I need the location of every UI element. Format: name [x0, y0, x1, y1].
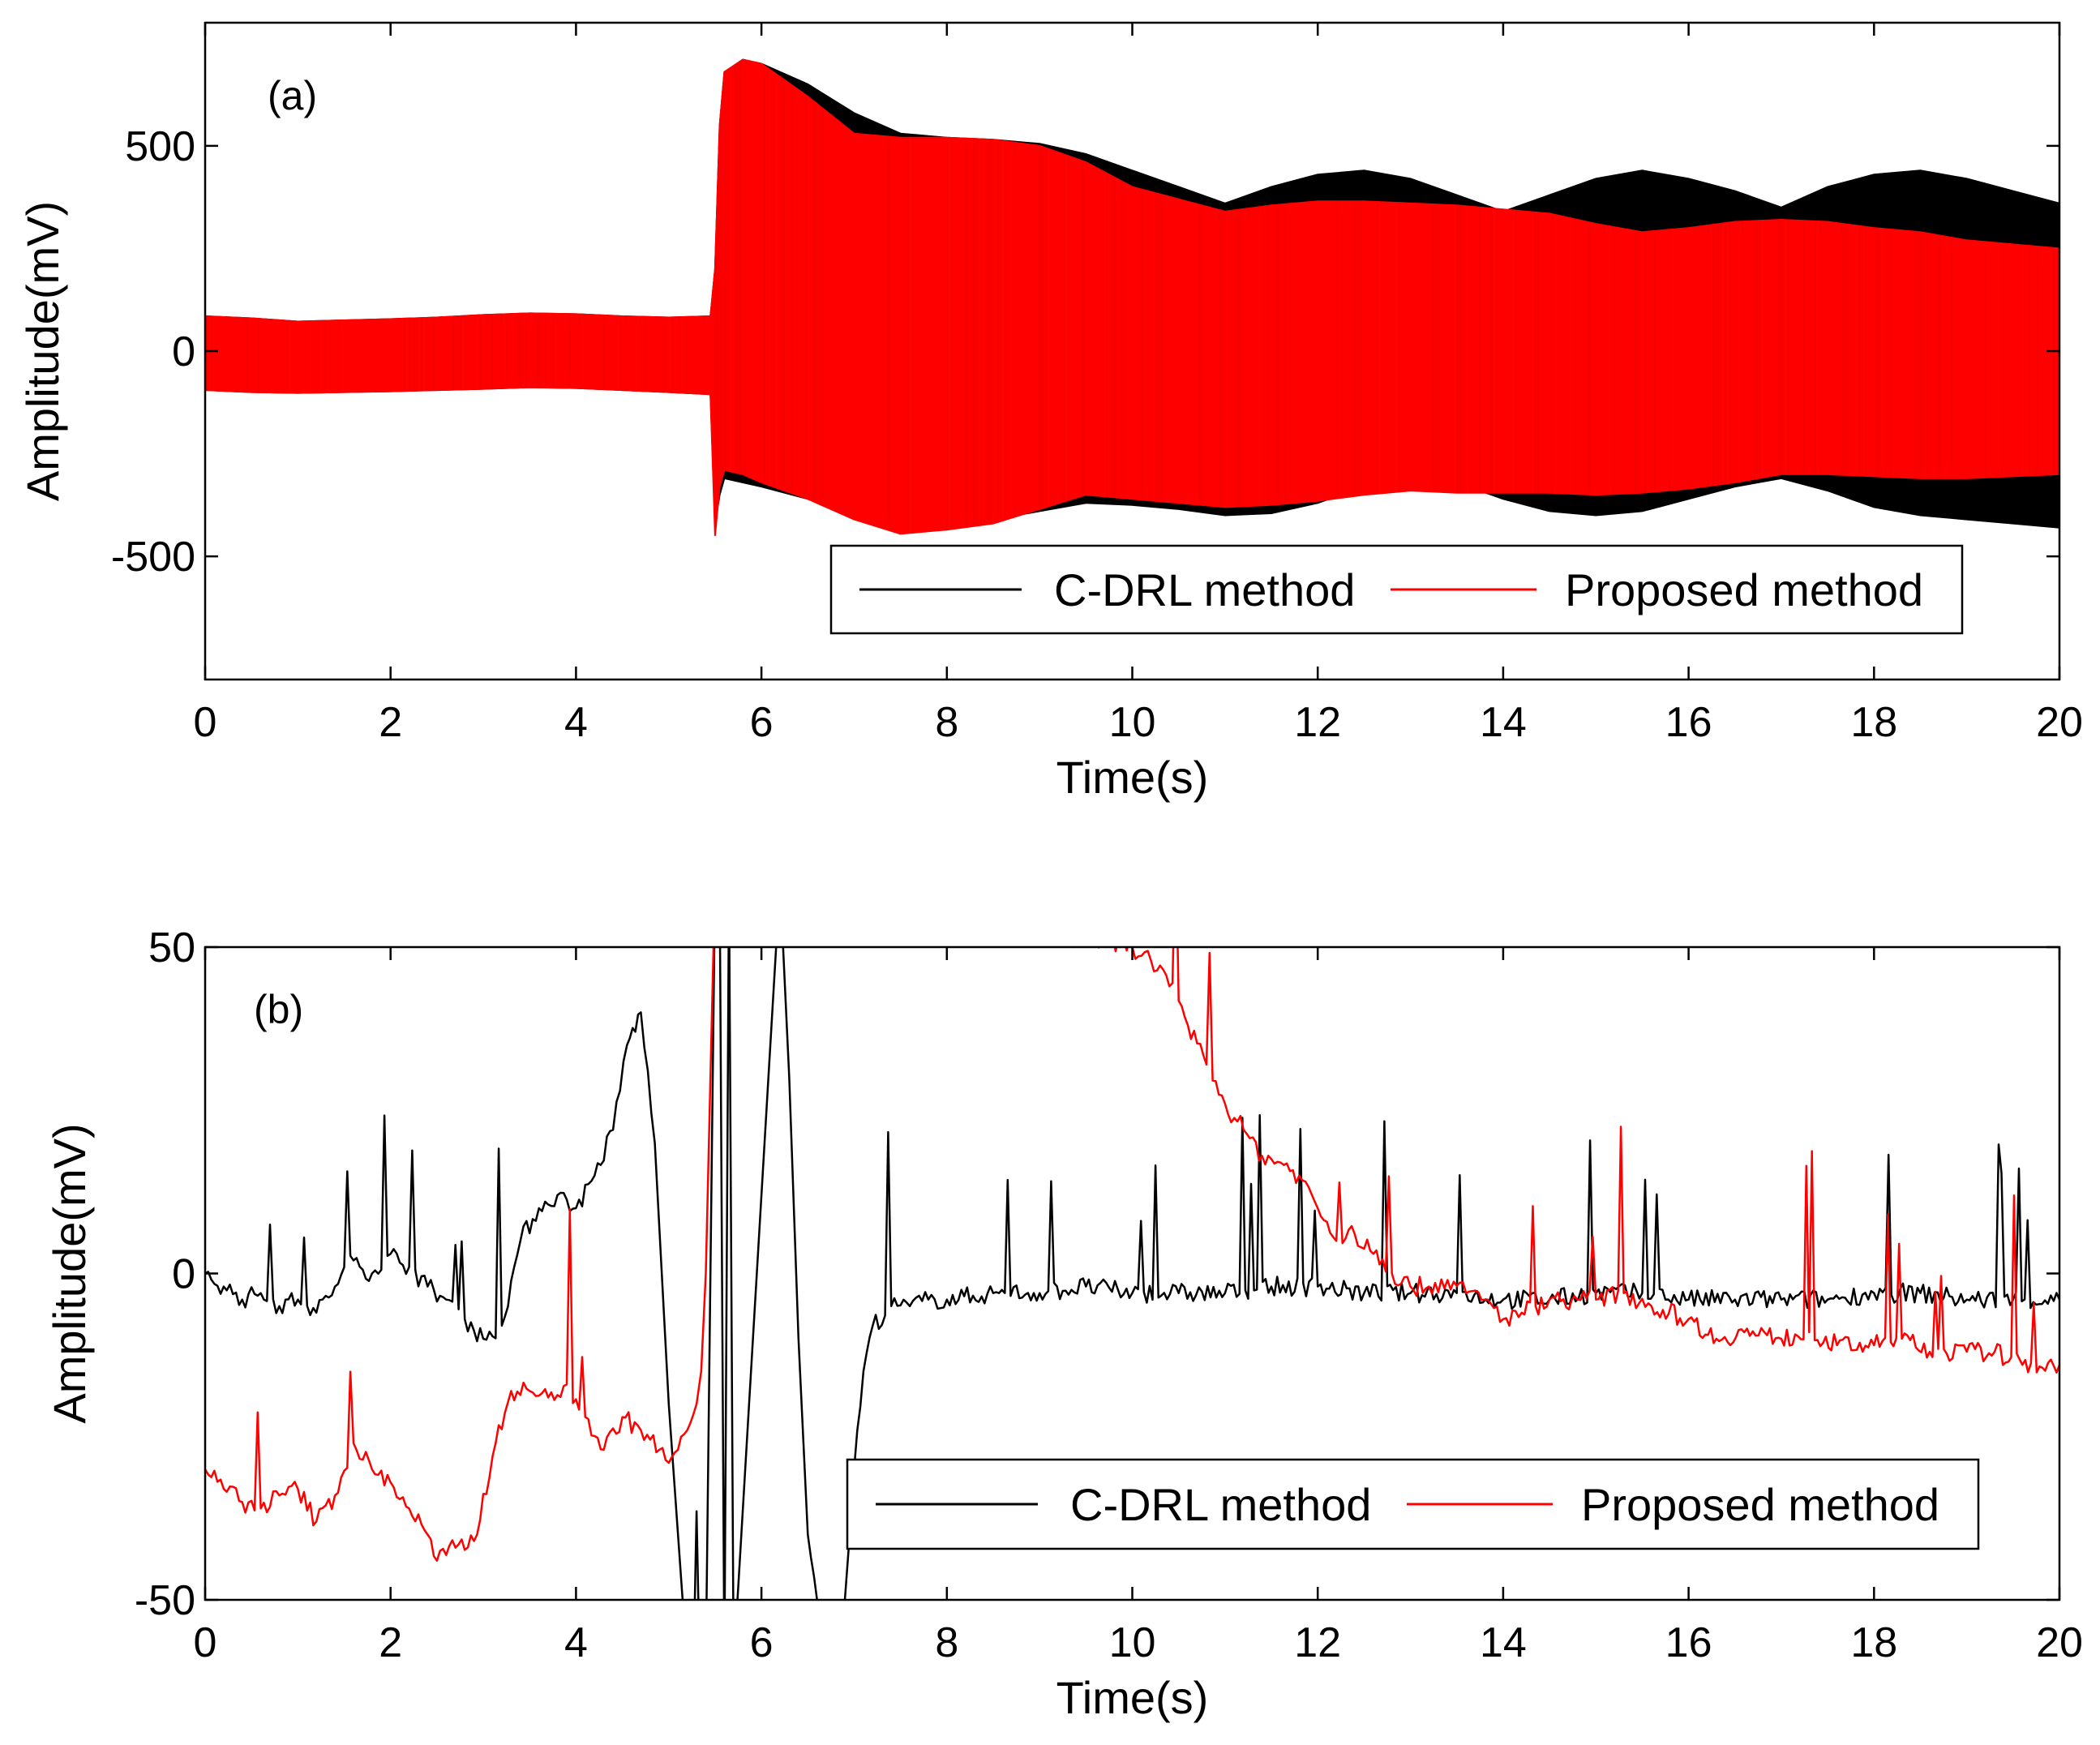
- x-tick-label: 10: [1109, 699, 1156, 746]
- legend-label-c-drl: C-DRL method: [1054, 564, 1355, 615]
- x-tick-label: 14: [1480, 1619, 1527, 1666]
- series-line-c-drl-method: [205, 947, 2059, 1600]
- y-tick-label: 500: [125, 123, 195, 170]
- x-tick-label: 2: [379, 699, 402, 746]
- x-tick-label: 12: [1294, 1619, 1341, 1666]
- x-tick-label: 20: [2036, 1619, 2083, 1666]
- x-tick-label: 2: [379, 1619, 402, 1666]
- panel-label: (b): [254, 987, 303, 1032]
- y-axis-title: Amplitude(mV): [44, 1123, 95, 1423]
- x-tick-label: 6: [750, 1619, 774, 1666]
- x-tick-label: 4: [564, 1619, 588, 1666]
- x-tick-label: 4: [564, 699, 588, 746]
- x-tick-label: 20: [2036, 699, 2083, 746]
- y-tick-label: 0: [172, 328, 195, 375]
- x-tick-label: 8: [935, 699, 958, 746]
- x-tick-label: 18: [1850, 699, 1897, 746]
- x-tick-label: 16: [1665, 1619, 1712, 1666]
- x-tick-label: 6: [750, 699, 774, 746]
- legend: C-DRL method Proposed method: [846, 1458, 1980, 1550]
- x-tick-label: 8: [935, 1619, 958, 1666]
- legend-label-proposed: Proposed method: [1565, 564, 1923, 615]
- y-tick-label: -500: [111, 534, 195, 581]
- y-tick-label: 0: [172, 1251, 195, 1298]
- x-tick-label: 16: [1665, 699, 1712, 746]
- legend-label-proposed: Proposed method: [1581, 1479, 1939, 1530]
- x-tick-label: 12: [1294, 699, 1341, 746]
- y-tick-label: 50: [148, 924, 195, 971]
- x-tick-label: 0: [194, 1619, 217, 1666]
- chart-panel-a: 0 2 4 6 8 10 12 14 16 18 20 -500 0 500 Time(s) Amplitud…: [17, 21, 2083, 803]
- x-tick-label: 0: [194, 699, 217, 746]
- x-tick-label: 10: [1109, 1619, 1156, 1666]
- series-line-proposed-method: [205, 947, 2059, 1562]
- panel-label: (a): [268, 73, 317, 118]
- chart-panel-b: 0 2 4 6 8 10 12 14 16 18 20-50050Time(s)Amplitude(…: [44, 924, 2083, 1723]
- x-axis-title: Time(s): [1056, 1672, 1209, 1723]
- series-texture-proposed-method: [205, 60, 2055, 534]
- legend: C-DRL method Proposed method: [829, 544, 1964, 635]
- y-axis-title: Amplitude(mV): [17, 201, 68, 501]
- plot-series: [205, 947, 2059, 1600]
- x-tick-label: 18: [1850, 1619, 1897, 1666]
- series-envelope-proposed-method: [205, 58, 2059, 536]
- y-tick-label: -50: [135, 1577, 195, 1624]
- plot-series: [205, 58, 2059, 536]
- x-tick-label: 14: [1480, 699, 1527, 746]
- x-axis-title: Time(s): [1056, 752, 1209, 803]
- legend-label-c-drl: C-DRL method: [1070, 1479, 1371, 1530]
